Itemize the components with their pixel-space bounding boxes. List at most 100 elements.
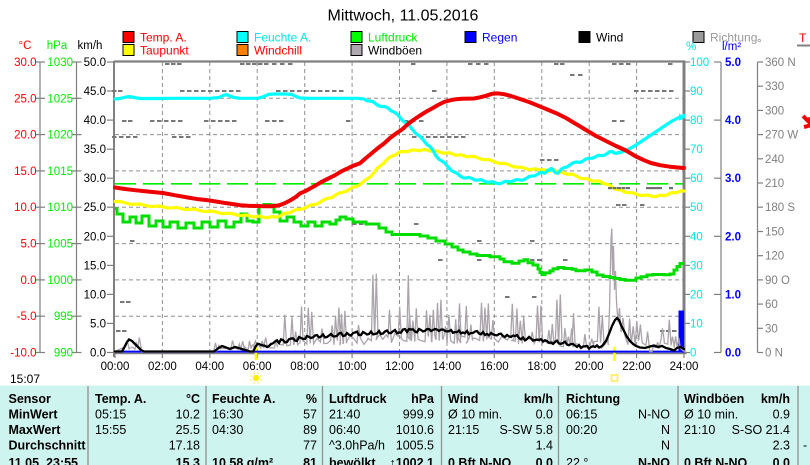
svg-text:0.0: 0.0 bbox=[773, 456, 790, 465]
svg-text:15:07: 15:07 bbox=[10, 372, 40, 386]
svg-text:Temp. A.: Temp. A. bbox=[140, 31, 187, 45]
svg-text:1015: 1015 bbox=[47, 166, 73, 178]
svg-text:Windböen: Windböen bbox=[368, 44, 422, 58]
svg-text:l/m²: l/m² bbox=[722, 41, 741, 53]
svg-text:%: % bbox=[306, 392, 317, 406]
svg-text:Luftdruck: Luftdruck bbox=[329, 392, 387, 406]
svg-text:N: N bbox=[661, 439, 670, 453]
svg-text:20.0: 20.0 bbox=[14, 130, 36, 142]
svg-text:Regen: Regen bbox=[482, 31, 517, 45]
svg-text:21:10: 21:10 bbox=[684, 423, 715, 437]
svg-text:02:00: 02:00 bbox=[148, 361, 177, 373]
svg-text:Richtung: Richtung bbox=[566, 392, 620, 406]
svg-text:Temp. A.: Temp. A. bbox=[95, 392, 146, 406]
svg-text:15:55: 15:55 bbox=[95, 423, 126, 437]
svg-text:^3.0hPa/h: ^3.0hPa/h bbox=[329, 439, 385, 453]
svg-text:15.0: 15.0 bbox=[84, 260, 106, 272]
svg-text:330: 330 bbox=[765, 81, 784, 93]
svg-text:°C: °C bbox=[19, 40, 32, 52]
svg-text:25.5: 25.5 bbox=[176, 423, 200, 437]
svg-text:20: 20 bbox=[690, 289, 703, 301]
svg-text:24:00: 24:00 bbox=[670, 361, 699, 373]
svg-text:57: 57 bbox=[303, 408, 317, 422]
svg-text:16:30: 16:30 bbox=[212, 408, 243, 422]
svg-text:N-NO: N-NO bbox=[638, 456, 670, 465]
svg-text:120: 120 bbox=[765, 251, 784, 263]
svg-text:22:00: 22:00 bbox=[622, 361, 651, 373]
svg-text:1.0: 1.0 bbox=[725, 289, 741, 301]
svg-text:990: 990 bbox=[54, 348, 73, 360]
svg-text:21:15: 21:15 bbox=[448, 423, 479, 437]
svg-text:S-SW 5.8: S-SW 5.8 bbox=[500, 423, 554, 437]
svg-text:↑1002.1: ↑1002.1 bbox=[390, 456, 435, 465]
svg-text:10.58 g/m²: 10.58 g/m² bbox=[212, 456, 273, 465]
svg-text:Sensor: Sensor bbox=[9, 392, 52, 406]
svg-text:05:15: 05:15 bbox=[95, 408, 126, 422]
svg-text:5.0: 5.0 bbox=[725, 57, 741, 69]
svg-text:360 N: 360 N bbox=[765, 57, 796, 69]
svg-text:km/h: km/h bbox=[78, 40, 103, 52]
svg-text:1010.6: 1010.6 bbox=[396, 423, 434, 437]
svg-text:25.0: 25.0 bbox=[14, 93, 36, 105]
svg-text:30: 30 bbox=[690, 260, 703, 272]
svg-text:-10.0: -10.0 bbox=[10, 348, 36, 360]
svg-text:N: N bbox=[661, 423, 670, 437]
svg-text:km/h: km/h bbox=[524, 392, 553, 406]
svg-text:06:00: 06:00 bbox=[243, 361, 272, 373]
svg-text:5.0: 5.0 bbox=[21, 239, 37, 251]
svg-text:0 Bft N-NO: 0 Bft N-NO bbox=[684, 456, 747, 465]
svg-text:25.0: 25.0 bbox=[84, 202, 106, 214]
svg-text:22 °: 22 ° bbox=[566, 456, 588, 465]
svg-text:16:00: 16:00 bbox=[480, 361, 509, 373]
svg-text:30.0: 30.0 bbox=[14, 57, 36, 69]
svg-text:60: 60 bbox=[690, 173, 703, 185]
svg-text:Feuchte A.: Feuchte A. bbox=[212, 392, 275, 406]
svg-text:30.0: 30.0 bbox=[84, 173, 106, 185]
svg-text:°: ° bbox=[757, 38, 762, 50]
svg-text:14:00: 14:00 bbox=[433, 361, 462, 373]
svg-text:0 N: 0 N bbox=[765, 348, 783, 360]
svg-text:Wind: Wind bbox=[448, 392, 478, 406]
svg-text:Wind: Wind bbox=[596, 31, 623, 45]
svg-text:2.0: 2.0 bbox=[725, 231, 741, 243]
svg-text:Ø 10 min.: Ø 10 min. bbox=[684, 408, 738, 422]
svg-text:Taupunkt: Taupunkt bbox=[140, 44, 189, 58]
svg-text:70: 70 bbox=[690, 144, 703, 156]
svg-text:15.3: 15.3 bbox=[176, 456, 200, 465]
svg-text:80: 80 bbox=[690, 115, 703, 127]
svg-text:MinWert: MinWert bbox=[9, 408, 59, 422]
svg-text:08:00: 08:00 bbox=[290, 361, 319, 373]
svg-text:12:00: 12:00 bbox=[385, 361, 414, 373]
svg-text:1025: 1025 bbox=[47, 93, 73, 105]
svg-text:270 W: 270 W bbox=[765, 130, 798, 142]
svg-text:60: 60 bbox=[765, 299, 778, 311]
svg-text:2.3: 2.3 bbox=[773, 439, 790, 453]
svg-text:11.05. 23:55: 11.05. 23:55 bbox=[9, 456, 79, 465]
svg-text:-5.0: -5.0 bbox=[17, 311, 37, 323]
svg-text:50: 50 bbox=[690, 202, 703, 214]
svg-text:100: 100 bbox=[690, 57, 709, 69]
svg-text:0.0: 0.0 bbox=[536, 408, 553, 422]
svg-text:MaxWert: MaxWert bbox=[9, 423, 62, 437]
svg-text:5.0: 5.0 bbox=[90, 318, 106, 330]
svg-text:1005.5: 1005.5 bbox=[396, 439, 434, 453]
svg-text:0.0: 0.0 bbox=[725, 348, 741, 360]
svg-text:N-NO: N-NO bbox=[638, 408, 670, 422]
svg-text:30: 30 bbox=[765, 323, 778, 335]
svg-text:Durchschnitt: Durchschnitt bbox=[9, 439, 87, 453]
svg-text:hPa: hPa bbox=[411, 392, 435, 406]
svg-text:1005: 1005 bbox=[47, 239, 73, 251]
svg-text:0: 0 bbox=[690, 348, 696, 360]
svg-text:81: 81 bbox=[303, 456, 317, 465]
svg-text:3.0: 3.0 bbox=[725, 173, 741, 185]
svg-text:995: 995 bbox=[54, 311, 73, 323]
svg-text:hPa: hPa bbox=[47, 40, 68, 52]
svg-text:06:15: 06:15 bbox=[566, 408, 597, 422]
svg-text:Mittwoch, 11.05.2016: Mittwoch, 11.05.2016 bbox=[328, 8, 479, 25]
svg-text:1030: 1030 bbox=[47, 57, 73, 69]
svg-text:0.0: 0.0 bbox=[90, 348, 106, 360]
svg-text:180 S: 180 S bbox=[765, 202, 795, 214]
svg-text:999.9: 999.9 bbox=[403, 408, 434, 422]
svg-text:90 O: 90 O bbox=[765, 275, 790, 287]
svg-text:Feuchte A.: Feuchte A. bbox=[254, 31, 311, 45]
